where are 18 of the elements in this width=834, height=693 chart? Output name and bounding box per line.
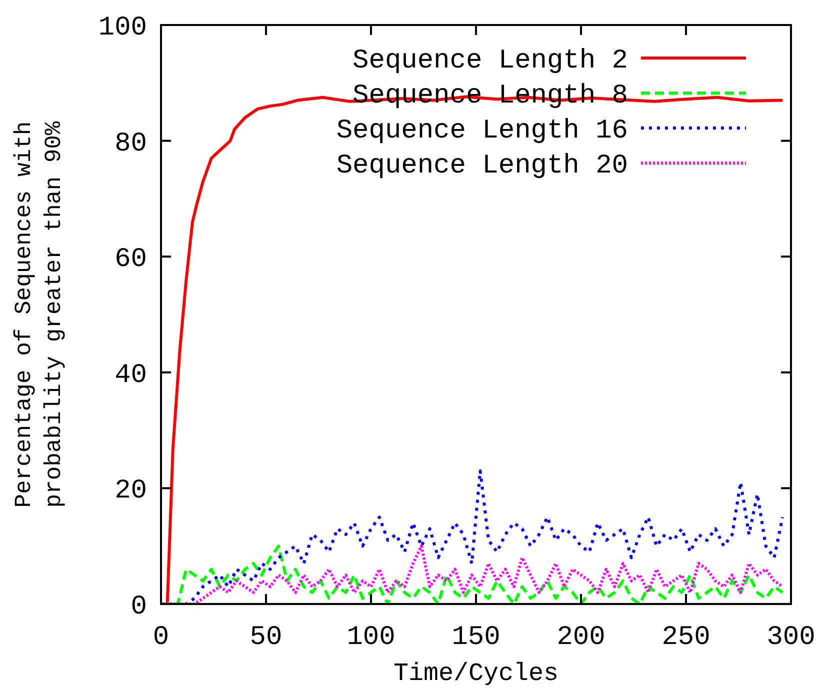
x-axis-title: Time/Cycles [393,659,559,688]
y-tick-label: 60 [114,245,147,276]
y-axis-title: Percentage of Sequences with probability greater than 90% [11,121,67,508]
legend-label: Sequence Length 16 [336,116,628,146]
y-tick-label: 0 [130,592,147,622]
x-tick-label: 50 [250,623,282,653]
legend-label: Sequence Length 2 [352,46,628,76]
x-tick-label: 150 [452,623,500,653]
legend-label: Sequence Length 20 [336,151,628,182]
y-tick-label: 20 [114,476,147,507]
x-tick-label: 300 [766,623,816,653]
x-tick-label: 100 [346,623,396,653]
y-tick-label: 100 [98,13,147,44]
x-tick-label: 200 [556,623,606,653]
x-tick-label: 0 [152,623,170,653]
y-tick-label: 80 [114,129,147,160]
x-tick-label: 250 [662,623,710,653]
y-tick-label: 40 [114,360,147,391]
